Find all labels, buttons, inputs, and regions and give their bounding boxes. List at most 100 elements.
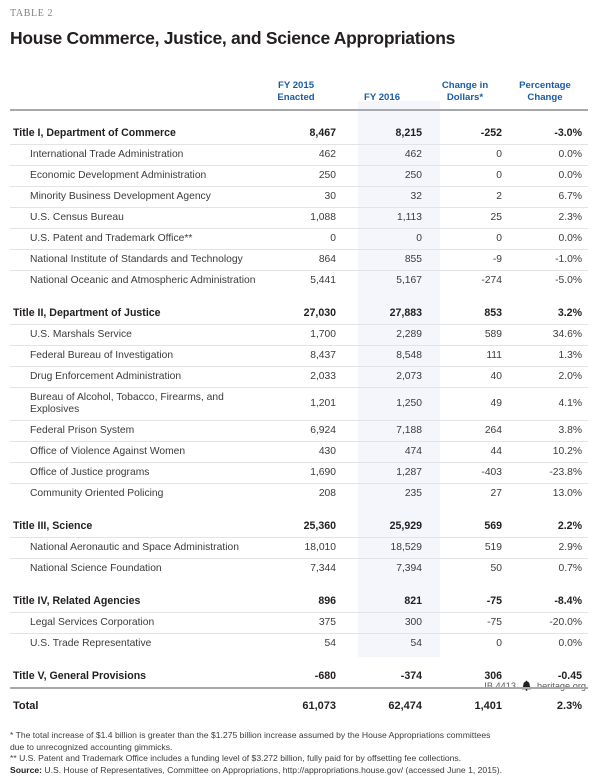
table-row: Office of Justice programs 1,690 1,287 -403… xyxy=(10,462,588,484)
table-section-row: Title IV, Related Agencies 896 821 -75 -8.4% xyxy=(10,590,588,613)
row-label: International Trade Administration xyxy=(10,144,256,166)
cell-change: 853 xyxy=(484,307,502,319)
col-header-percentage-line2: Change xyxy=(527,91,563,103)
table-row: Economic Development Administration 250 25… xyxy=(10,165,588,187)
row-label: Title V, General Provisions xyxy=(13,670,147,682)
table-row: National Institute of Standards and Tech… xyxy=(10,249,588,271)
cell-change: -252 xyxy=(480,127,502,139)
cell-fy2015: 1,201 xyxy=(256,387,342,421)
cell-percentage: 0.7% xyxy=(508,558,588,579)
cell-fy2016: 27,883 xyxy=(389,307,422,319)
section-spacer xyxy=(10,654,588,665)
cell-fy2016: 1,113 xyxy=(342,207,428,229)
cell-change: 27 xyxy=(428,483,508,504)
row-label: Federal Bureau of Investigation xyxy=(10,345,256,367)
cell-percentage: 3.8% xyxy=(508,420,588,442)
cell-change: 0 xyxy=(428,633,508,654)
row-label: Bureau of Alcohol, Tobacco, Firearms, an… xyxy=(10,387,256,421)
row-label: Federal Prison System xyxy=(10,420,256,442)
row-label: U.S. Census Bureau xyxy=(10,207,256,229)
cell-fy2016: 25,929 xyxy=(389,520,422,532)
row-label: U.S. Patent and Trademark Office** xyxy=(10,228,256,250)
col-header-change: Change in Dollars* xyxy=(428,59,508,109)
cell-percentage: 2.0% xyxy=(508,366,588,388)
table-container: FY 2015 Enacted FY 2016 Change in Dollar… xyxy=(10,59,588,718)
cell-change: 49 xyxy=(428,387,508,421)
cell-change: 0 xyxy=(428,144,508,166)
document-id: IB 4413 xyxy=(484,680,516,691)
row-label: Economic Development Administration xyxy=(10,165,256,187)
row-label: U.S. Trade Representative xyxy=(10,633,256,654)
cell-fy2016: 855 xyxy=(342,249,428,271)
table-section-row: Title V, General Provisions -680 -374 306 -0… xyxy=(10,665,588,687)
cell-fy2015: 61,073 xyxy=(302,700,336,712)
cell-fy2016: 2,073 xyxy=(342,366,428,388)
cell-fy2015: 6,924 xyxy=(256,420,342,442)
col-header-change-line2: Dollars* xyxy=(446,91,484,103)
footnote-1: * The total increase of $1.4 billion is … xyxy=(10,730,491,740)
table-row: International Trade Administration 462 462… xyxy=(10,144,588,166)
row-label: Title IV, Related Agencies xyxy=(13,595,141,607)
table-row: Minority Business Development Agency 30 32… xyxy=(10,186,588,208)
cell-change: 0 xyxy=(428,228,508,250)
row-label: National Institute of Standards and Tech… xyxy=(10,249,256,271)
cell-percentage: 0.0% xyxy=(508,144,588,166)
cell-percentage: -0.45 xyxy=(557,670,582,682)
table-section-row: Title I, Department of Commerce 8,467 8,21… xyxy=(10,122,588,145)
table-row: Bureau of Alcohol, Tobacco, Firearms, an… xyxy=(10,387,588,421)
cell-percentage: 0.0% xyxy=(508,228,588,250)
table-row: U.S. Trade Representative 54 54 0 0.0% xyxy=(10,633,588,654)
cell-percentage: 2.9% xyxy=(508,537,588,559)
header-spacer xyxy=(10,110,588,122)
footnote-2: ** U.S. Patent and Trademark Office incl… xyxy=(10,753,462,764)
col-header-percentage: Percentage Change xyxy=(508,59,588,109)
col-header-percentage-line1: Percentage xyxy=(519,80,571,91)
row-label: Title I, Department of Commerce xyxy=(13,127,176,139)
col-header-fy2015: FY 2015 Enacted xyxy=(256,59,342,109)
cell-change: -274 xyxy=(428,270,508,291)
table-body: Title I, Department of Commerce 8,467 8,21… xyxy=(10,122,588,718)
cell-fy2015: 2,033 xyxy=(256,366,342,388)
cell-change: -9 xyxy=(428,249,508,271)
cell-fy2016: 1,250 xyxy=(342,387,428,421)
cell-percentage: 13.0% xyxy=(508,483,588,504)
cell-fy2016: 54 xyxy=(342,633,428,654)
table-number-label: TABLE 2 xyxy=(10,8,54,19)
cell-fy2015: -680 xyxy=(314,670,336,682)
cell-fy2016: 474 xyxy=(342,441,428,463)
table-row: Office of Violence Against Women 430 474 44… xyxy=(10,441,588,463)
cell-fy2015: 18,010 xyxy=(256,537,342,559)
cell-change: 44 xyxy=(428,441,508,463)
cell-fy2015: 54 xyxy=(256,633,342,654)
table-row: National Science Foundation 7,344 7,394 50 0… xyxy=(10,558,588,579)
cell-fy2016: 7,188 xyxy=(342,420,428,442)
section-spacer xyxy=(10,579,588,590)
cell-fy2015: 5,441 xyxy=(256,270,342,291)
cell-fy2015: 864 xyxy=(256,249,342,271)
cell-fy2016: 235 xyxy=(342,483,428,504)
cell-percentage: 0.0% xyxy=(508,633,588,654)
cell-fy2016: 462 xyxy=(342,144,428,166)
appropriations-table: FY 2015 Enacted FY 2016 Change in Dollar… xyxy=(10,59,588,718)
row-label: Minority Business Development Agency xyxy=(10,186,256,208)
cell-fy2016: 8,215 xyxy=(395,127,422,139)
cell-fy2015: 8,437 xyxy=(256,345,342,367)
cell-change: 264 xyxy=(428,420,508,442)
section-spacer xyxy=(10,291,588,302)
table-row: U.S. Marshals Service 1,700 2,289 589 34.6% xyxy=(10,324,588,346)
cell-change: 519 xyxy=(428,537,508,559)
cell-change: 1,401 xyxy=(474,700,502,712)
table-header: FY 2015 Enacted FY 2016 Change in Dollar… xyxy=(10,59,588,122)
cell-fy2015: 462 xyxy=(256,144,342,166)
table-row: Federal Prison System 6,924 7,188 264 3.8% xyxy=(10,420,588,442)
cell-percentage: 0.0% xyxy=(508,165,588,187)
header-rule xyxy=(10,108,588,111)
cell-percentage: -20.0% xyxy=(508,612,588,634)
cell-percentage: 1.3% xyxy=(508,345,588,367)
cell-fy2016: 2,289 xyxy=(342,324,428,346)
cell-percentage: 10.2% xyxy=(508,441,588,463)
cell-change: 589 xyxy=(428,324,508,346)
cell-fy2015: 250 xyxy=(256,165,342,187)
cell-fy2016: 18,529 xyxy=(342,537,428,559)
cell-fy2016: 62,474 xyxy=(388,700,422,712)
